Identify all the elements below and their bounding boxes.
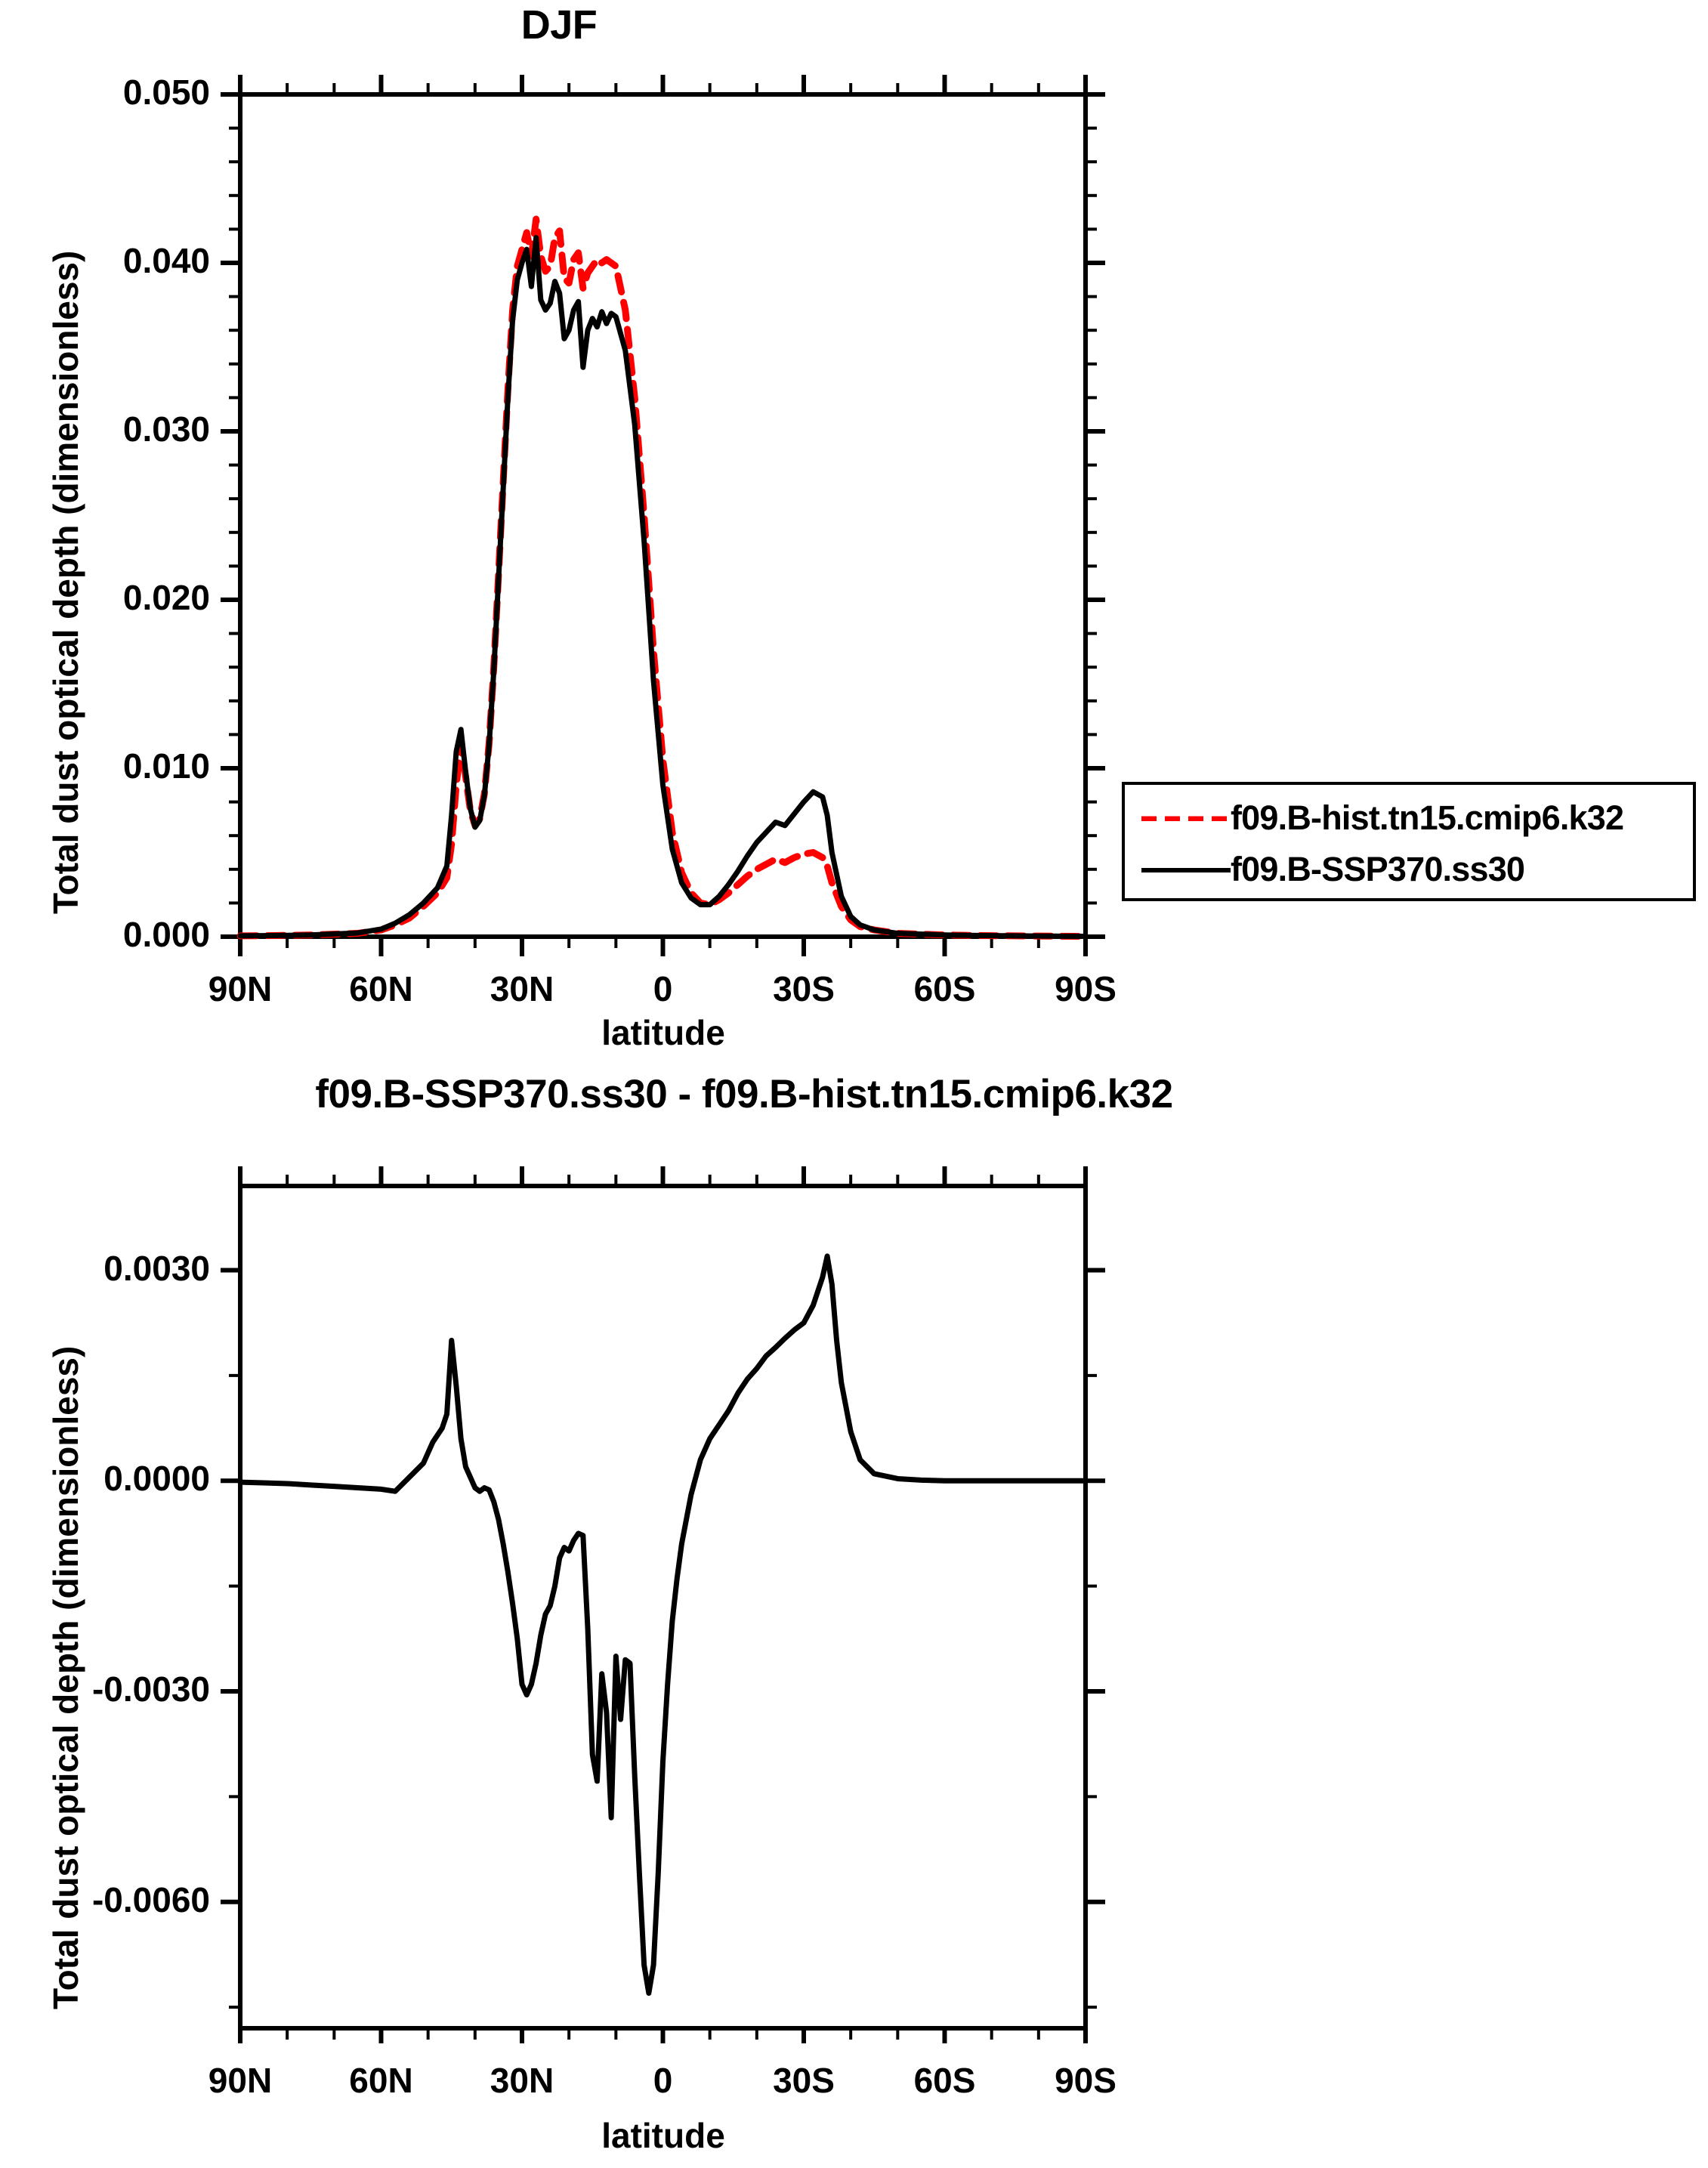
difference-x-axis-label: latitude xyxy=(601,2116,725,2155)
top-chart-title: DJF xyxy=(520,2,598,48)
legend-line-dashed-icon xyxy=(1141,816,1231,821)
series-line xyxy=(237,235,1089,940)
x-tick-label: 60S xyxy=(913,969,976,1008)
legend-line-solid-icon xyxy=(1141,868,1231,872)
y-tick-label: 0.0000 xyxy=(103,1459,210,1499)
x-tick-label: 30S xyxy=(773,969,835,1008)
x-tick-label: 0 xyxy=(653,2061,673,2100)
y-tick-label: -0.0060 xyxy=(91,1879,210,1919)
x-tick-label: 60N xyxy=(349,969,413,1008)
y-tick-label: -0.0030 xyxy=(91,1669,210,1709)
x-tick-label: 30N xyxy=(490,2061,554,2100)
legend-item-ssp: f09.B-SSP370.ss30 xyxy=(1125,847,1693,892)
y-tick-label: 0.020 xyxy=(122,578,210,617)
x-tick-label: 0 xyxy=(653,969,673,1008)
difference-chart-plot xyxy=(221,1166,1105,2043)
legend-label-ssp: f09.B-SSP370.ss30 xyxy=(1231,850,1525,888)
series-line xyxy=(237,1253,1089,1997)
x-tick-label: 60S xyxy=(913,2061,976,2100)
x-tick-label: 60N xyxy=(349,2061,413,2100)
x-tick-label: 90S xyxy=(1055,2061,1117,2100)
y-tick-label: 0.000 xyxy=(122,915,210,954)
legend-label-hist: f09.B-hist.tn15.cmip6.k32 xyxy=(1231,798,1624,837)
y-tick-label: 0.030 xyxy=(122,409,210,449)
top-chart-plot xyxy=(221,75,1105,956)
x-tick-label: 90S xyxy=(1055,969,1117,1008)
x-tick-label: 90N xyxy=(208,969,273,1008)
legend: f09.B-hist.tn15.cmip6.k32 f09.B-SSP370.s… xyxy=(1122,782,1696,901)
y-tick-label: 0.050 xyxy=(122,73,210,112)
x-tick-label: 30N xyxy=(490,969,554,1008)
legend-item-hist: f09.B-hist.tn15.cmip6.k32 xyxy=(1125,795,1693,841)
x-tick-label: 30S xyxy=(773,2061,835,2100)
y-tick-label: 0.010 xyxy=(122,746,210,786)
difference-chart-title: f09.B-SSP370.ss30 - f09.B-hist.tn15.cmip… xyxy=(315,1072,1173,1116)
y-tick-label: 0.040 xyxy=(122,241,210,280)
top-x-axis-label: latitude xyxy=(601,1013,725,1052)
x-tick-label: 90N xyxy=(208,2061,273,2100)
y-tick-label: 0.0030 xyxy=(103,1248,210,1288)
series-line xyxy=(236,215,1089,940)
